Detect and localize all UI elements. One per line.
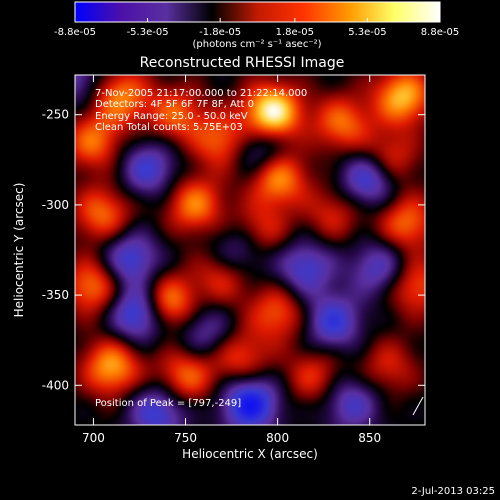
colorbar-tick-label: -5.3e-05: [127, 27, 169, 38]
heatmap-area: [74, 74, 426, 426]
y-tick-label: -400: [42, 378, 69, 392]
heatmap-image: [75, 75, 425, 425]
colorbar-ticks: -8.8e-05 -5.3e-05 -1.8e-05 1.8e-05 5.3e-05 8.…: [54, 18, 459, 38]
axes: 700 750 800 850 -250 -300 -350 -400: [42, 75, 425, 445]
annotation-energy: Energy Range: 25.0 - 50.0 keV: [95, 111, 248, 122]
colorbar-tick-label: 5.3e-05: [348, 27, 386, 38]
colorbar: -8.8e-05 -5.3e-05 -1.8e-05 1.8e-05 5.3e-05 8.…: [54, 1, 459, 50]
y-tick-label: -350: [42, 288, 69, 302]
x-tick-label: 750: [174, 431, 197, 445]
colorbar-units: (photons cm⁻² s⁻¹ asec⁻²): [192, 39, 321, 50]
chart-title: Reconstructed RHESSI Image: [140, 55, 345, 71]
y-axis-label: Heliocentric Y (arcsec): [12, 183, 26, 318]
annotation-clean: Clean Total counts: 5.75E+03: [95, 122, 243, 133]
y-tick-label: -300: [42, 198, 69, 212]
render-date: 2-Jul-2013 03:25: [411, 486, 495, 497]
plot-frame: [74, 74, 426, 426]
x-axis-label: Heliocentric X (arcsec): [182, 447, 318, 461]
x-tick-label: 850: [358, 431, 381, 445]
annotation-block: 7-Nov-2005 21:17:00.000 to 21:22:14.000 …: [95, 88, 307, 133]
colorbar-tick-label: 1.8e-05: [276, 27, 314, 38]
colorbar-tick-label: -8.8e-05: [54, 27, 96, 38]
colorbar-strip: [75, 2, 440, 22]
y-tick-label: -250: [42, 108, 69, 122]
peak-position-label: Position of Peak = [797,-249]: [95, 398, 241, 409]
x-tick-label: 700: [82, 431, 105, 445]
annotation-time: 7-Nov-2005 21:17:00.000 to 21:22:14.000: [95, 88, 307, 99]
colorbar-tick-label: 8.8e-05: [421, 27, 459, 38]
x-tick-label: 800: [266, 431, 289, 445]
annotation-detectors: Detectors: 4F 5F 6F 7F 8F, Att 0: [95, 99, 254, 110]
colorbar-frame: [74, 1, 441, 23]
colorbar-tick-label: -1.8e-05: [199, 27, 241, 38]
corner-mark: [412, 396, 424, 416]
